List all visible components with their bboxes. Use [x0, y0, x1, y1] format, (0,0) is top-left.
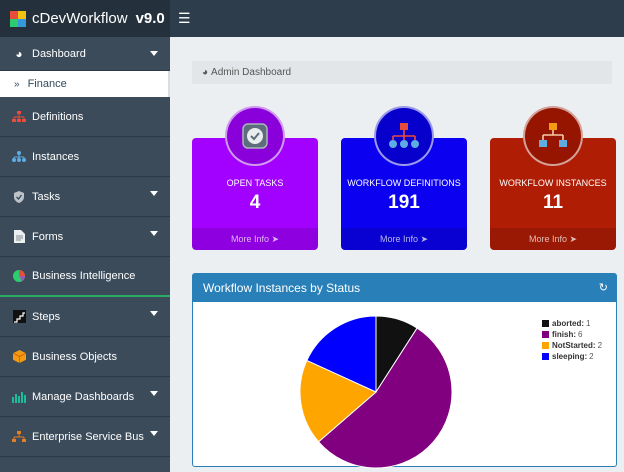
legend-count: 2 — [597, 341, 603, 350]
panel-title: Workflow Instances by Status — [203, 281, 361, 295]
caret-down-icon — [150, 311, 158, 316]
esb-icon — [12, 430, 26, 444]
more-info-label: More Info — [379, 234, 418, 244]
app-version: v9.0 — [135, 10, 165, 27]
card-value: 4 — [249, 192, 261, 213]
sidebar-item-business-objects[interactable]: Business Objects — [0, 337, 170, 377]
sitemap-icon — [12, 110, 26, 124]
forms-icon — [12, 230, 26, 244]
open-tasks-card: OPEN TASKS 4 More Info ➤ — [192, 106, 318, 250]
pie-slice-finish[interactable] — [317, 327, 453, 469]
caret-down-icon — [150, 51, 158, 56]
legend-swatch — [542, 342, 549, 349]
legend-label: sleeping: — [552, 352, 588, 361]
workflow-instances-card: WORKFLOW INSTANCES 11 More Info ➤ — [490, 106, 616, 250]
card-value: 191 — [388, 192, 420, 213]
double-chevron-right-icon: » — [14, 78, 20, 90]
legend-item[interactable]: finish: 6 — [542, 329, 602, 340]
sidebar-item-label: Tasks — [32, 190, 61, 203]
arrow-circle-right-icon: ➤ — [271, 234, 280, 244]
sidebar-item-label: Enterprise Service Bus — [32, 430, 144, 443]
sidebar-item-label: Forms — [32, 230, 64, 243]
chart-legend: aborted: 1 finish: 6 NotStarted: 2 sleeping: 2 — [542, 318, 602, 362]
sidebar-item-steps[interactable]: Steps — [0, 297, 170, 337]
legend-count: 2 — [589, 352, 594, 361]
dashboard-icon: ◕ — [15, 46, 23, 61]
status-chart-panel: Workflow Instances by Status ↻ aborted: 1… — [192, 273, 617, 469]
sidebar-item-enterprise-service-bus[interactable]: Enterprise Service Bus — [0, 417, 170, 457]
sidebar-subitem-finance[interactable]: » Finance — [0, 71, 170, 97]
legend-count: 6 — [578, 330, 583, 339]
bars-icon — [12, 390, 26, 404]
sidebar-item-label: Instances — [32, 150, 80, 163]
top-bar: cDevWorkflow v9.0 ☰ — [0, 0, 624, 37]
sidebar-item-label: Steps — [32, 310, 61, 323]
arrow-circle-right-icon: ➤ — [420, 234, 429, 244]
sidebar-item-label: Dashboard — [32, 47, 86, 60]
sidebar-item-label: Manage Dashboards — [32, 390, 135, 403]
legend-item[interactable]: sleeping: 2 — [542, 351, 602, 362]
legend-label: aborted: — [552, 319, 584, 328]
sidebar-item-label: Finance — [27, 78, 67, 90]
hamburger-icon[interactable]: ☰ — [178, 10, 191, 26]
sidebar-item-label: Business Intelligence — [32, 270, 136, 282]
card-label: WORKFLOW INSTANCES — [499, 178, 607, 188]
steps-icon — [12, 310, 26, 324]
sidebar-item-label: Business Objects — [32, 350, 117, 363]
caret-down-icon — [150, 391, 158, 396]
pie-slice-sleeping[interactable] — [306, 315, 377, 393]
sidebar-item-business-intelligence[interactable]: Business Intelligence — [0, 257, 170, 297]
dashboard-icon: ◕ — [202, 67, 209, 78]
objects-icon — [12, 350, 26, 364]
card-label: WORKFLOW DEFINITIONS — [347, 178, 461, 188]
sidebar-item-dashboard[interactable]: ◕ Dashboard — [0, 37, 170, 71]
caret-down-icon — [150, 431, 158, 436]
sidebar-item-definitions[interactable]: Definitions — [0, 97, 170, 137]
app-logo-icon — [10, 10, 26, 27]
legend-swatch — [542, 353, 549, 360]
more-info-label: More Info — [230, 234, 269, 244]
card-value: 11 — [542, 192, 564, 213]
sitemap-icon — [374, 106, 434, 166]
arrow-circle-right-icon: ➤ — [569, 234, 578, 244]
sidebar-item-forms[interactable]: Forms — [0, 217, 170, 257]
more-info-link[interactable]: More Info ➤ — [341, 228, 467, 250]
panel-header: Workflow Instances by Status ↻ — [193, 274, 616, 302]
bi-icon — [12, 269, 26, 283]
legend-item[interactable]: aborted: 1 — [542, 318, 602, 329]
checkbox-icon — [225, 106, 285, 166]
hierarchy-icon — [523, 106, 583, 166]
breadcrumb-label: Admin Dashboard — [211, 67, 292, 78]
brand[interactable]: cDevWorkflow v9.0 — [0, 0, 170, 37]
legend-label: NotStarted: — [552, 341, 596, 350]
legend-swatch — [542, 320, 549, 327]
sidebar-item-instances[interactable]: Instances — [0, 137, 170, 177]
legend-swatch — [542, 331, 549, 338]
tasks-icon — [12, 190, 26, 204]
more-info-link[interactable]: More Info ➤ — [192, 228, 318, 250]
legend-count: 1 — [586, 319, 591, 328]
sidebar-item-manage-dashboards[interactable]: Manage Dashboards — [0, 377, 170, 417]
more-info-label: More Info — [528, 234, 567, 244]
sidebar-item-tasks[interactable]: Tasks — [0, 177, 170, 217]
legend-label: finish: — [552, 330, 576, 339]
card-label: OPEN TASKS — [226, 178, 284, 188]
sidebar-item-label: Definitions — [32, 110, 84, 123]
sidebar: ◕ Dashboard » Finance Definitions Instan… — [0, 37, 170, 472]
pie-slice-NotStarted[interactable] — [299, 359, 377, 443]
workflow-definitions-card: WORKFLOW DEFINITIONS 191 More Info ➤ — [341, 106, 467, 250]
caret-down-icon — [150, 231, 158, 236]
main-content: ◕ Admin Dashboard OPEN TASKS 4 More Info… — [170, 37, 624, 472]
caret-down-icon — [150, 191, 158, 196]
refresh-icon[interactable]: ↻ — [598, 282, 608, 294]
more-info-link[interactable]: More Info ➤ — [490, 228, 616, 250]
pie-chart — [299, 315, 453, 469]
breadcrumb: ◕ Admin Dashboard — [192, 61, 612, 84]
instances-icon — [12, 150, 26, 164]
legend-item[interactable]: NotStarted: 2 — [542, 340, 602, 351]
app-name: cDevWorkflow — [32, 10, 128, 27]
